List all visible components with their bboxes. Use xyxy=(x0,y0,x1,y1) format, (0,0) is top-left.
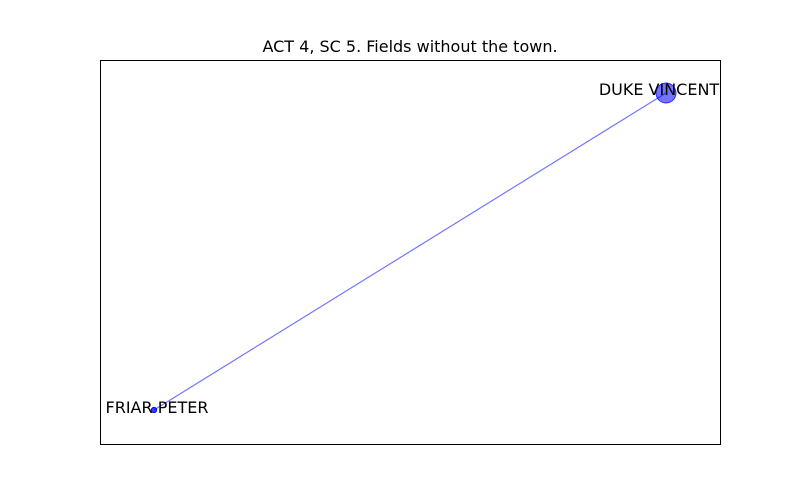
chart-title: ACT 4, SC 5. Fields without the town. xyxy=(262,37,557,56)
edge-duke-vincent-friar-peter xyxy=(153,92,667,411)
node-label-duke-vincent: DUKE VINCENT xyxy=(599,80,720,99)
node-friar-peter xyxy=(150,406,158,414)
plot-frame xyxy=(100,60,721,445)
node-label-friar-peter: FRIAR PETER xyxy=(106,398,209,417)
node-duke-vincent xyxy=(655,82,677,104)
